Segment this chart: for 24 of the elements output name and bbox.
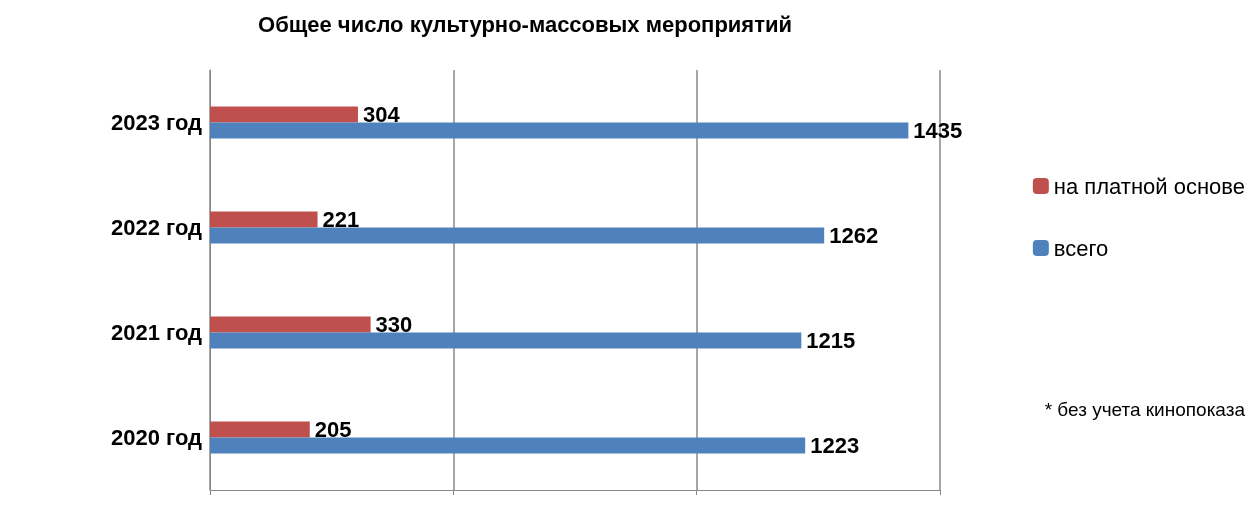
data-label: 1262: [829, 223, 879, 248]
data-label: 221: [322, 207, 360, 232]
legend-label: всего: [1053, 235, 1109, 261]
y-tick-label: 2020 год: [110, 425, 203, 450]
data-label: 1435: [913, 118, 963, 143]
data-label: 1223: [810, 433, 860, 458]
chart-title: Общее число культурно-массовых мероприятий: [258, 11, 792, 37]
data-label: 330: [375, 312, 413, 337]
data-label: 205: [314, 417, 352, 442]
bar: [210, 421, 310, 438]
y-tick-label: 2023 год: [110, 110, 203, 135]
bar: [210, 106, 358, 123]
y-tick-label: 2021 год: [110, 320, 203, 345]
bar: [210, 316, 371, 333]
bar: [210, 437, 806, 454]
bar: [210, 332, 802, 349]
y-tick-label: 2022 год: [110, 215, 203, 240]
bar: [210, 122, 909, 139]
text: * без учета кинопоказа: [1044, 399, 1246, 420]
data-label: 1215: [806, 328, 856, 353]
legend-label: на платной основе: [1053, 173, 1246, 199]
bar: [210, 211, 318, 228]
bar: [210, 227, 825, 244]
data-label: 304: [362, 102, 401, 127]
